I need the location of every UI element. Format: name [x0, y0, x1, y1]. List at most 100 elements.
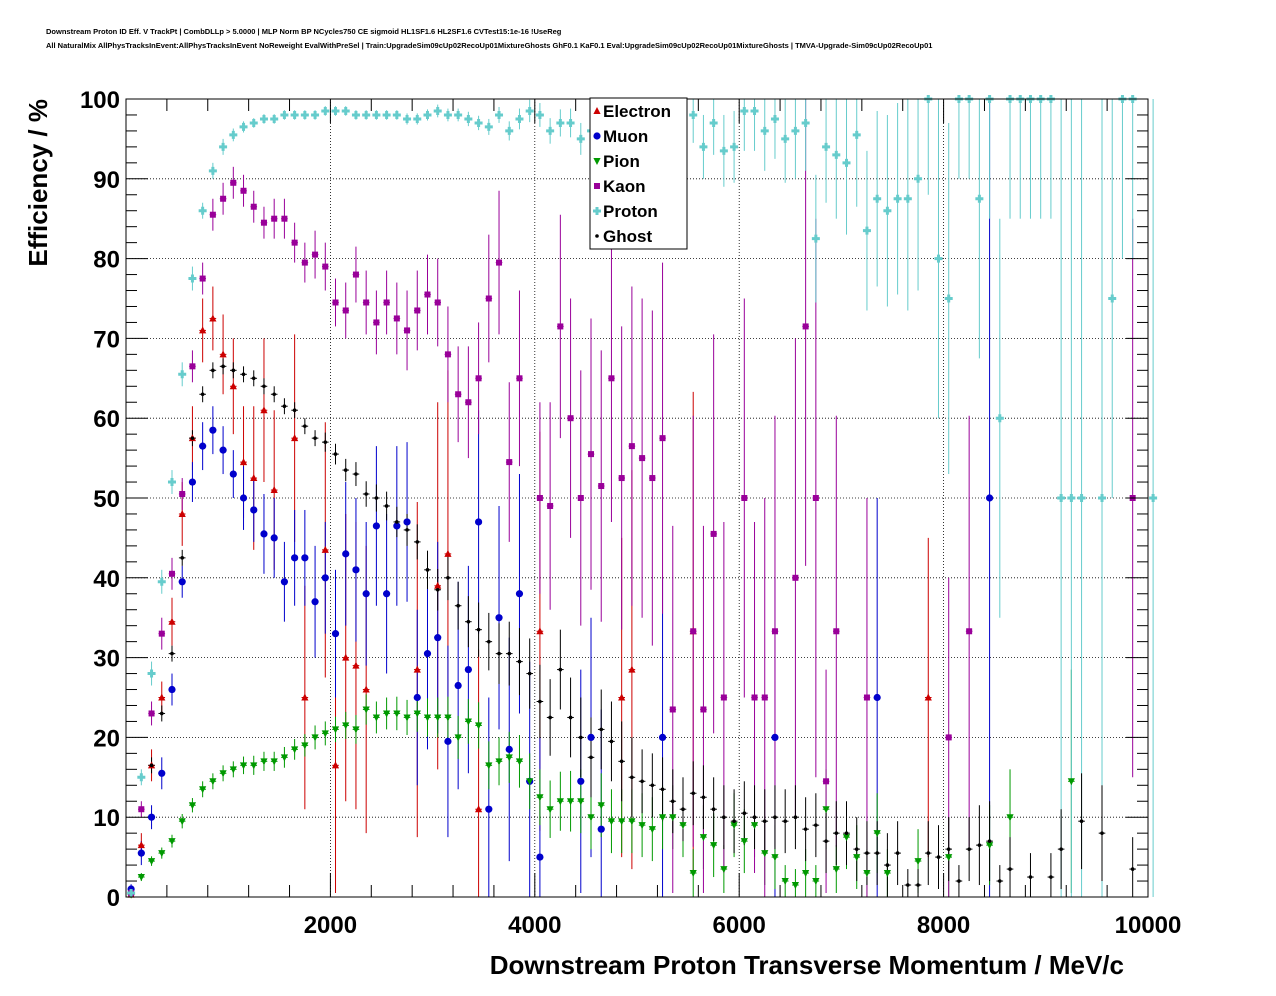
- ghost-point: [476, 627, 481, 632]
- legend-label-proton: Proton: [603, 202, 658, 221]
- proton-point: [535, 110, 544, 119]
- pion-point: [260, 758, 268, 766]
- proton-point: [934, 254, 943, 263]
- ghost-point: [466, 619, 471, 624]
- ghost-point: [241, 372, 246, 377]
- legend-marker-muon: [593, 132, 601, 140]
- electron-point: [239, 458, 248, 466]
- electron-point: [229, 382, 237, 390]
- muon-point: [372, 522, 380, 530]
- y-tick-label: 70: [93, 326, 120, 353]
- ghost-point: [670, 799, 675, 804]
- ghost-point: [660, 787, 665, 792]
- pion-point: [812, 878, 820, 886]
- kaon-point: [485, 295, 492, 302]
- proton-point: [127, 889, 136, 898]
- muon-point: [219, 446, 227, 454]
- ghost-point: [180, 556, 185, 560]
- electron-point: [628, 665, 636, 673]
- pion-point: [219, 770, 227, 778]
- ghost-point: [854, 847, 859, 851]
- ghost-point: [711, 807, 716, 812]
- pion-point: [250, 762, 258, 770]
- muon-point: [188, 478, 197, 486]
- ghost-point: [875, 851, 879, 855]
- ghost-point: [435, 587, 440, 592]
- pion-point: [679, 822, 687, 830]
- pion-point: [648, 826, 656, 834]
- ghost-point: [926, 851, 931, 855]
- proton-point: [842, 158, 851, 167]
- ghost-point: [425, 568, 430, 572]
- ghost-point: [538, 699, 542, 704]
- kaon-point: [332, 299, 339, 306]
- proton-point: [331, 106, 340, 115]
- proton-point: [566, 118, 575, 127]
- pion-point: [423, 714, 432, 722]
- electron-point: [321, 545, 329, 553]
- muon-point: [393, 522, 401, 530]
- ghost-point: [292, 408, 297, 413]
- ghost-point: [272, 392, 276, 397]
- proton-point: [740, 106, 749, 115]
- pion-point: [209, 778, 217, 786]
- electron-point: [352, 661, 360, 669]
- muon-point: [280, 578, 289, 586]
- muon-point: [873, 693, 881, 702]
- proton-point: [188, 274, 197, 283]
- kaon-point: [291, 239, 298, 246]
- kaon-point: [863, 694, 870, 701]
- proton-point: [801, 118, 810, 127]
- ghost-point: [650, 783, 655, 788]
- pion-point: [188, 802, 197, 810]
- ghost-point: [159, 711, 164, 716]
- kaon-point: [393, 315, 400, 322]
- x-tick-label: 10000: [1115, 912, 1182, 939]
- proton-point: [259, 114, 268, 123]
- kaon-point: [833, 628, 840, 635]
- ghost-point: [415, 540, 420, 544]
- kaon-point: [966, 628, 973, 635]
- ghost-point: [558, 667, 563, 672]
- ghost-point: [1049, 875, 1053, 879]
- proton-point: [791, 126, 800, 135]
- pion-point: [311, 734, 319, 742]
- legend: Electron Muon Pion Kaon Proton Ghost: [589, 97, 688, 250]
- kaon-point: [424, 291, 431, 298]
- ghost-point: [548, 715, 552, 720]
- kaon-point: [741, 495, 748, 501]
- kaon-point: [536, 495, 543, 501]
- ghost-point: [916, 883, 920, 887]
- kaon-point: [659, 435, 666, 442]
- ghost-point: [967, 847, 971, 851]
- kaon-point: [823, 778, 830, 785]
- proton-point: [914, 174, 923, 183]
- electron-point: [331, 761, 340, 769]
- muon-point: [444, 737, 452, 745]
- proton-point: [1108, 294, 1117, 303]
- ghost-point: [691, 791, 696, 796]
- ghost-point: [885, 863, 890, 867]
- ghost-point: [487, 639, 491, 644]
- proton-point: [178, 370, 187, 379]
- kaon-point: [250, 203, 257, 210]
- pion-point: [863, 870, 871, 878]
- pion-point: [321, 730, 329, 738]
- muon-point: [342, 550, 350, 558]
- proton-point: [883, 206, 892, 215]
- pion-point: [403, 714, 411, 722]
- pion-point: [914, 858, 922, 866]
- pion-point: [945, 854, 953, 862]
- kaon-point: [240, 187, 247, 194]
- muon-point: [495, 614, 503, 622]
- kaon-point: [434, 299, 441, 306]
- ghost-point: [170, 651, 174, 656]
- x-tick-label: 4000: [508, 912, 561, 939]
- pion-point: [301, 742, 309, 750]
- ghost-point: [568, 715, 573, 720]
- muon-point: [454, 681, 462, 690]
- ghost-point: [773, 815, 777, 819]
- proton-point: [699, 142, 708, 151]
- kaon-point: [598, 483, 605, 490]
- legend-marker-ghost: [595, 234, 599, 238]
